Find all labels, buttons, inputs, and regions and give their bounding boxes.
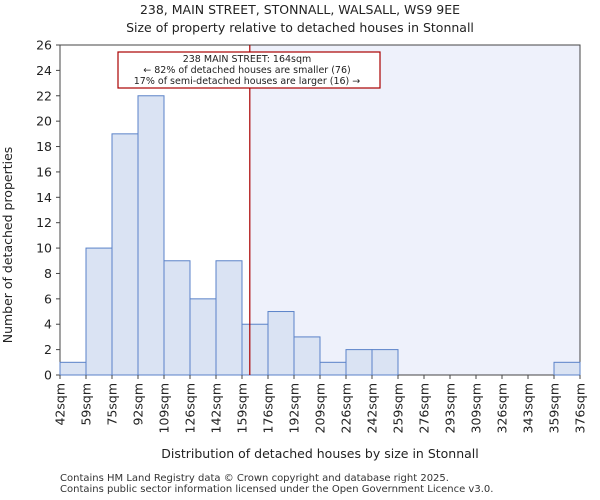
- histogram-bar: [267, 311, 295, 376]
- annotation-box: [117, 51, 381, 89]
- x-tick-label: 92sqm: [131, 383, 146, 426]
- chart-title: 238, MAIN STREET, STONNALL, WALSALL, WS9…: [139, 2, 461, 17]
- y-tick-label: 22: [36, 88, 52, 103]
- x-tick-label: 176sqm: [261, 383, 276, 433]
- y-axis-label: Number of detached properties: [0, 147, 15, 344]
- x-tick-label: 326sqm: [495, 383, 510, 433]
- x-axis-label: Distribution of detached houses by size …: [161, 446, 479, 461]
- annotation-line: ← 82% of detached houses are smaller (76…: [143, 65, 350, 76]
- y-tick-label: 2: [44, 342, 52, 357]
- x-tick-label: 343sqm: [521, 383, 536, 433]
- y-tick-label: 14: [36, 190, 52, 205]
- histogram-bar: [319, 361, 347, 376]
- x-tick-label: 126sqm: [183, 383, 198, 433]
- histogram-bar: [345, 349, 373, 376]
- x-tick-label: 242sqm: [365, 383, 380, 433]
- x-tick-label: 293sqm: [443, 383, 458, 433]
- x-tick-label: 276sqm: [417, 383, 432, 433]
- x-tick-label: 42sqm: [53, 383, 68, 426]
- y-tick-label: 12: [36, 215, 52, 230]
- histogram-bar: [293, 336, 321, 376]
- histogram-bar: [215, 260, 243, 376]
- histogram-bar: [189, 298, 217, 376]
- histogram-bar: [137, 95, 165, 376]
- histogram-bar: [371, 349, 399, 376]
- x-tick-label: 192sqm: [287, 383, 302, 433]
- y-tick-label: 16: [36, 164, 52, 179]
- y-tick-label: 26: [36, 38, 52, 53]
- x-tick-label: 109sqm: [157, 383, 172, 433]
- x-tick-label: 226sqm: [339, 383, 354, 433]
- histogram-bar: [85, 247, 113, 376]
- histogram-bar: [111, 133, 139, 376]
- footer-line-2: Contains public sector information licen…: [60, 484, 494, 495]
- chart-subtitle: Size of property relative to detached ho…: [126, 20, 474, 35]
- y-tick-label: 18: [36, 139, 52, 154]
- y-tick-label: 10: [36, 241, 52, 256]
- x-tick-label: 142sqm: [209, 383, 224, 433]
- histogram-bar: [553, 361, 581, 376]
- footer-line-1: Contains HM Land Registry data © Crown c…: [60, 473, 449, 484]
- x-tick-label: 209sqm: [313, 383, 328, 433]
- x-tick-label: 75sqm: [105, 383, 120, 426]
- y-tick-label: 4: [44, 317, 52, 332]
- histogram-bar: [241, 323, 269, 376]
- annotation-line: 17% of semi-detached houses are larger (…: [134, 76, 361, 87]
- annotation-line: 238 MAIN STREET: 164sqm: [183, 54, 312, 65]
- x-tick-label: 59sqm: [79, 383, 94, 426]
- x-tick-label: 309sqm: [469, 383, 484, 433]
- histogram-bar: [59, 361, 87, 376]
- y-tick-label: 0: [44, 368, 52, 383]
- x-tick-label: 376sqm: [573, 383, 588, 433]
- x-tick-label: 159sqm: [235, 383, 250, 433]
- y-tick-label: 6: [44, 291, 52, 306]
- x-tick-label: 259sqm: [391, 383, 406, 433]
- y-tick-label: 20: [36, 114, 52, 129]
- highlight-region: [249, 45, 581, 375]
- x-tick-label: 359sqm: [547, 383, 562, 433]
- y-tick-label: 8: [44, 266, 52, 281]
- histogram-bar: [163, 260, 191, 376]
- y-tick-label: 24: [36, 63, 52, 78]
